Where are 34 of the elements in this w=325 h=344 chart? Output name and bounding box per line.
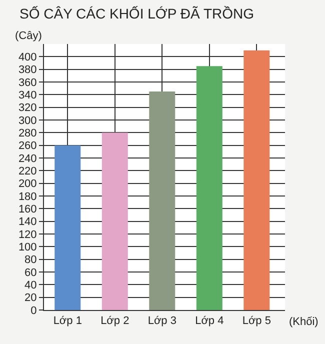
bar [54, 145, 81, 310]
y-tick-label: 160 [18, 204, 37, 216]
chart-title: SỐ CÂY CÁC KHỐI LỚP ĐÃ TRỒNG [20, 5, 254, 22]
y-tick-label: 180 [18, 190, 37, 203]
x-tick-label: Lớp 1 [53, 315, 82, 328]
y-tick-label: 220 [18, 166, 37, 178]
y-tick-label: 100 [18, 242, 37, 254]
y-tick-label: 400 [18, 52, 37, 64]
y-tick-label: 80 [24, 254, 37, 266]
bar [149, 92, 176, 310]
x-tick-label: Lớp 2 [100, 315, 130, 328]
y-tick-label: 120 [18, 228, 37, 241]
y-tick-label: 360 [18, 76, 37, 89]
y-tick-label: 280 [18, 128, 37, 140]
x-tick-label: Lớp 3 [148, 315, 176, 328]
y-tick-label: 240 [18, 152, 37, 165]
y-tick-label: 200 [18, 178, 37, 190]
y-tick-label: 300 [18, 114, 37, 127]
y-tick-label: 340 [18, 90, 37, 102]
y-tick-label: 20 [24, 292, 37, 304]
y-tick-label: 40 [24, 280, 37, 292]
y-tick-label: 60 [24, 266, 37, 279]
y-tick-label: 140 [18, 216, 37, 228]
y-axis-title: (Cây) [15, 30, 42, 42]
x-tick-label: Lớp 5 [242, 315, 271, 328]
x-tick-label: Lớp 4 [195, 315, 224, 328]
bar [244, 50, 270, 310]
y-tick-label: 380 [18, 64, 37, 76]
bar [196, 66, 222, 310]
x-axis-title: (Khối) [289, 316, 318, 328]
bar [102, 132, 128, 310]
y-tick-label: 0 [30, 304, 37, 317]
y-tick-label: 260 [18, 140, 37, 152]
y-tick-label: 320 [18, 102, 37, 114]
